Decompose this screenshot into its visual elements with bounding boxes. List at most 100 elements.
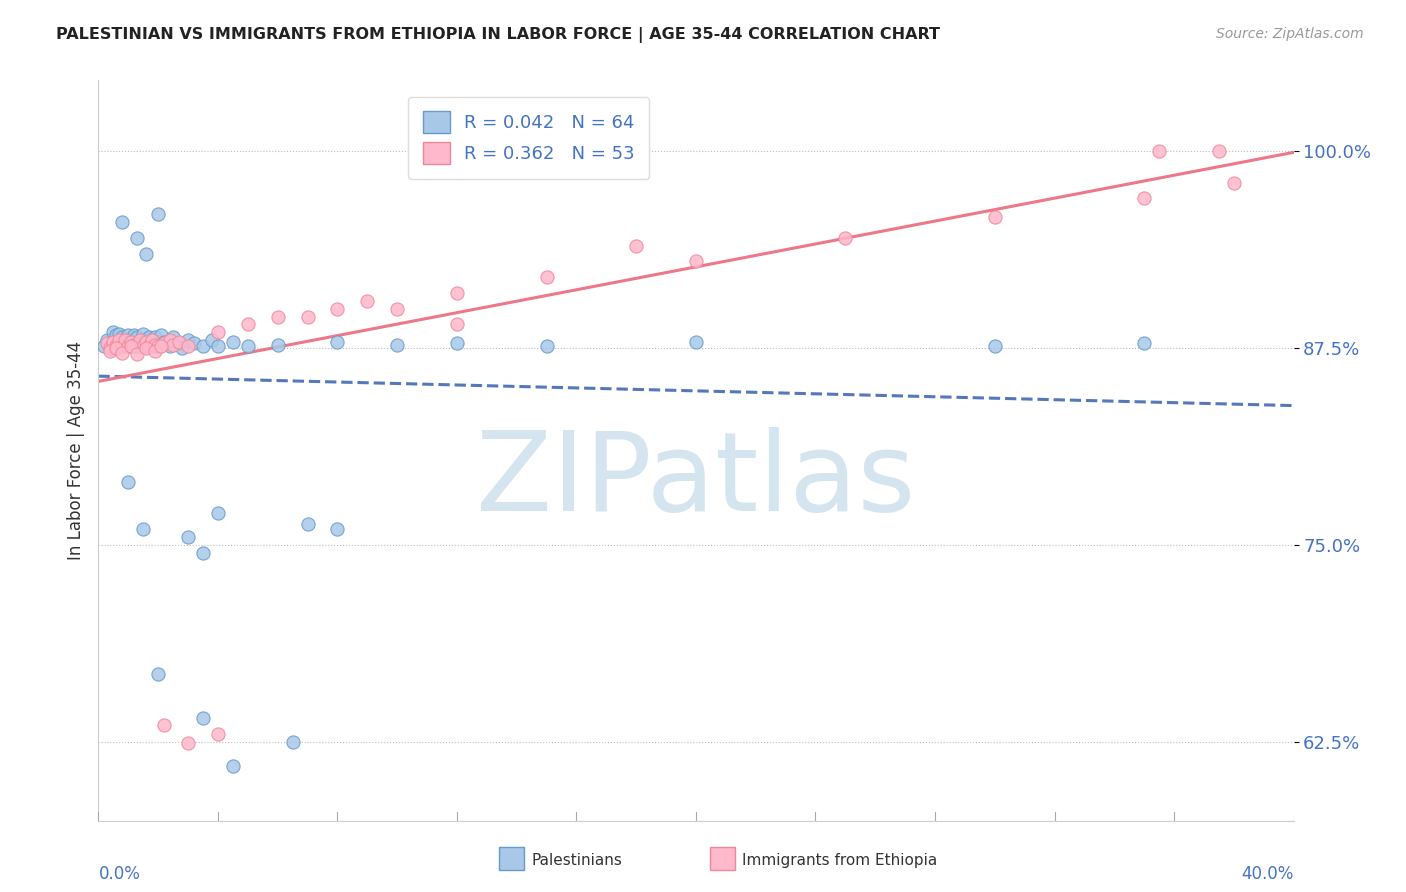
Point [114, 333, 136, 347]
Point [98, 341, 122, 355]
Point [105, 328, 128, 343]
Point [685, 334, 707, 349]
Point [236, 318, 259, 332]
Point [281, 735, 304, 749]
Point [111, 339, 134, 353]
Point [135, 334, 157, 349]
Point [446, 318, 468, 332]
Point [148, 207, 170, 221]
Point [138, 339, 160, 353]
Point [127, 339, 149, 353]
Text: PALESTINIAN VS IMMIGRANTS FROM ETHIOPIA IN LABOR FORCE | AGE 35-44 CORRELATION C: PALESTINIAN VS IMMIGRANTS FROM ETHIOPIA … [56, 27, 941, 43]
Point [127, 231, 149, 245]
Point [207, 326, 229, 340]
Point [129, 334, 152, 349]
Point [536, 339, 558, 353]
Point [984, 339, 1007, 353]
Point [141, 339, 163, 353]
Point [105, 339, 128, 353]
Point [1133, 336, 1156, 351]
Point [120, 334, 142, 349]
Point [177, 339, 200, 353]
Point [103, 336, 125, 351]
Point [153, 717, 176, 731]
Point [167, 334, 190, 349]
Point [117, 328, 139, 343]
Point [143, 330, 166, 344]
Point [120, 333, 142, 347]
Point [141, 333, 163, 347]
Text: Palestinians: Palestinians [531, 854, 623, 868]
Point [385, 338, 409, 352]
Point [127, 330, 149, 344]
Point [207, 727, 229, 741]
Point [159, 333, 181, 347]
Point [124, 328, 146, 343]
Point [385, 301, 409, 316]
Point [105, 339, 128, 353]
Point [135, 333, 157, 347]
Point [132, 326, 155, 341]
Point [98, 344, 122, 359]
Point [111, 346, 134, 360]
Point [117, 339, 139, 353]
Point [143, 338, 166, 352]
Point [111, 330, 134, 344]
Point [177, 530, 200, 544]
Point [207, 507, 229, 521]
Point [111, 339, 134, 353]
Point [162, 338, 184, 352]
Point [143, 344, 166, 359]
Text: Source: ZipAtlas.com: Source: ZipAtlas.com [1216, 27, 1364, 41]
Point [127, 347, 149, 361]
Point [191, 711, 214, 725]
Point [96, 333, 118, 347]
Text: 0.0%: 0.0% [98, 865, 141, 883]
Point [356, 293, 378, 308]
Text: ZIPatlas: ZIPatlas [477, 426, 915, 533]
Point [984, 211, 1007, 225]
Point [1133, 191, 1156, 205]
Point [177, 736, 200, 750]
Point [446, 336, 468, 351]
Point [183, 336, 205, 351]
Point [111, 215, 134, 229]
Point [297, 310, 319, 324]
Point [150, 328, 173, 343]
Point [129, 333, 152, 347]
Point [1208, 144, 1230, 158]
Point [114, 334, 136, 349]
Point [105, 341, 128, 355]
Point [127, 339, 149, 353]
Point [148, 338, 170, 352]
Point [626, 238, 648, 252]
Point [446, 285, 468, 300]
Point [172, 341, 194, 355]
Point [153, 334, 176, 349]
Point [326, 301, 349, 316]
Point [132, 522, 155, 536]
Point [267, 338, 290, 352]
Point [177, 333, 200, 347]
Point [103, 326, 125, 340]
Point [236, 339, 259, 353]
Point [191, 546, 214, 560]
Point [108, 333, 131, 347]
Point [93, 339, 115, 353]
Point [222, 334, 245, 349]
Point [536, 270, 558, 285]
Point [135, 246, 157, 260]
Point [132, 338, 155, 352]
Point [153, 336, 176, 351]
Point [162, 330, 184, 344]
Point [148, 339, 170, 353]
Point [132, 339, 155, 353]
Point [124, 339, 146, 353]
Point [138, 330, 160, 344]
Point [150, 339, 173, 353]
Point [207, 339, 229, 353]
Point [267, 310, 290, 324]
Point [124, 338, 146, 352]
Point [108, 338, 131, 352]
Point [135, 339, 157, 353]
